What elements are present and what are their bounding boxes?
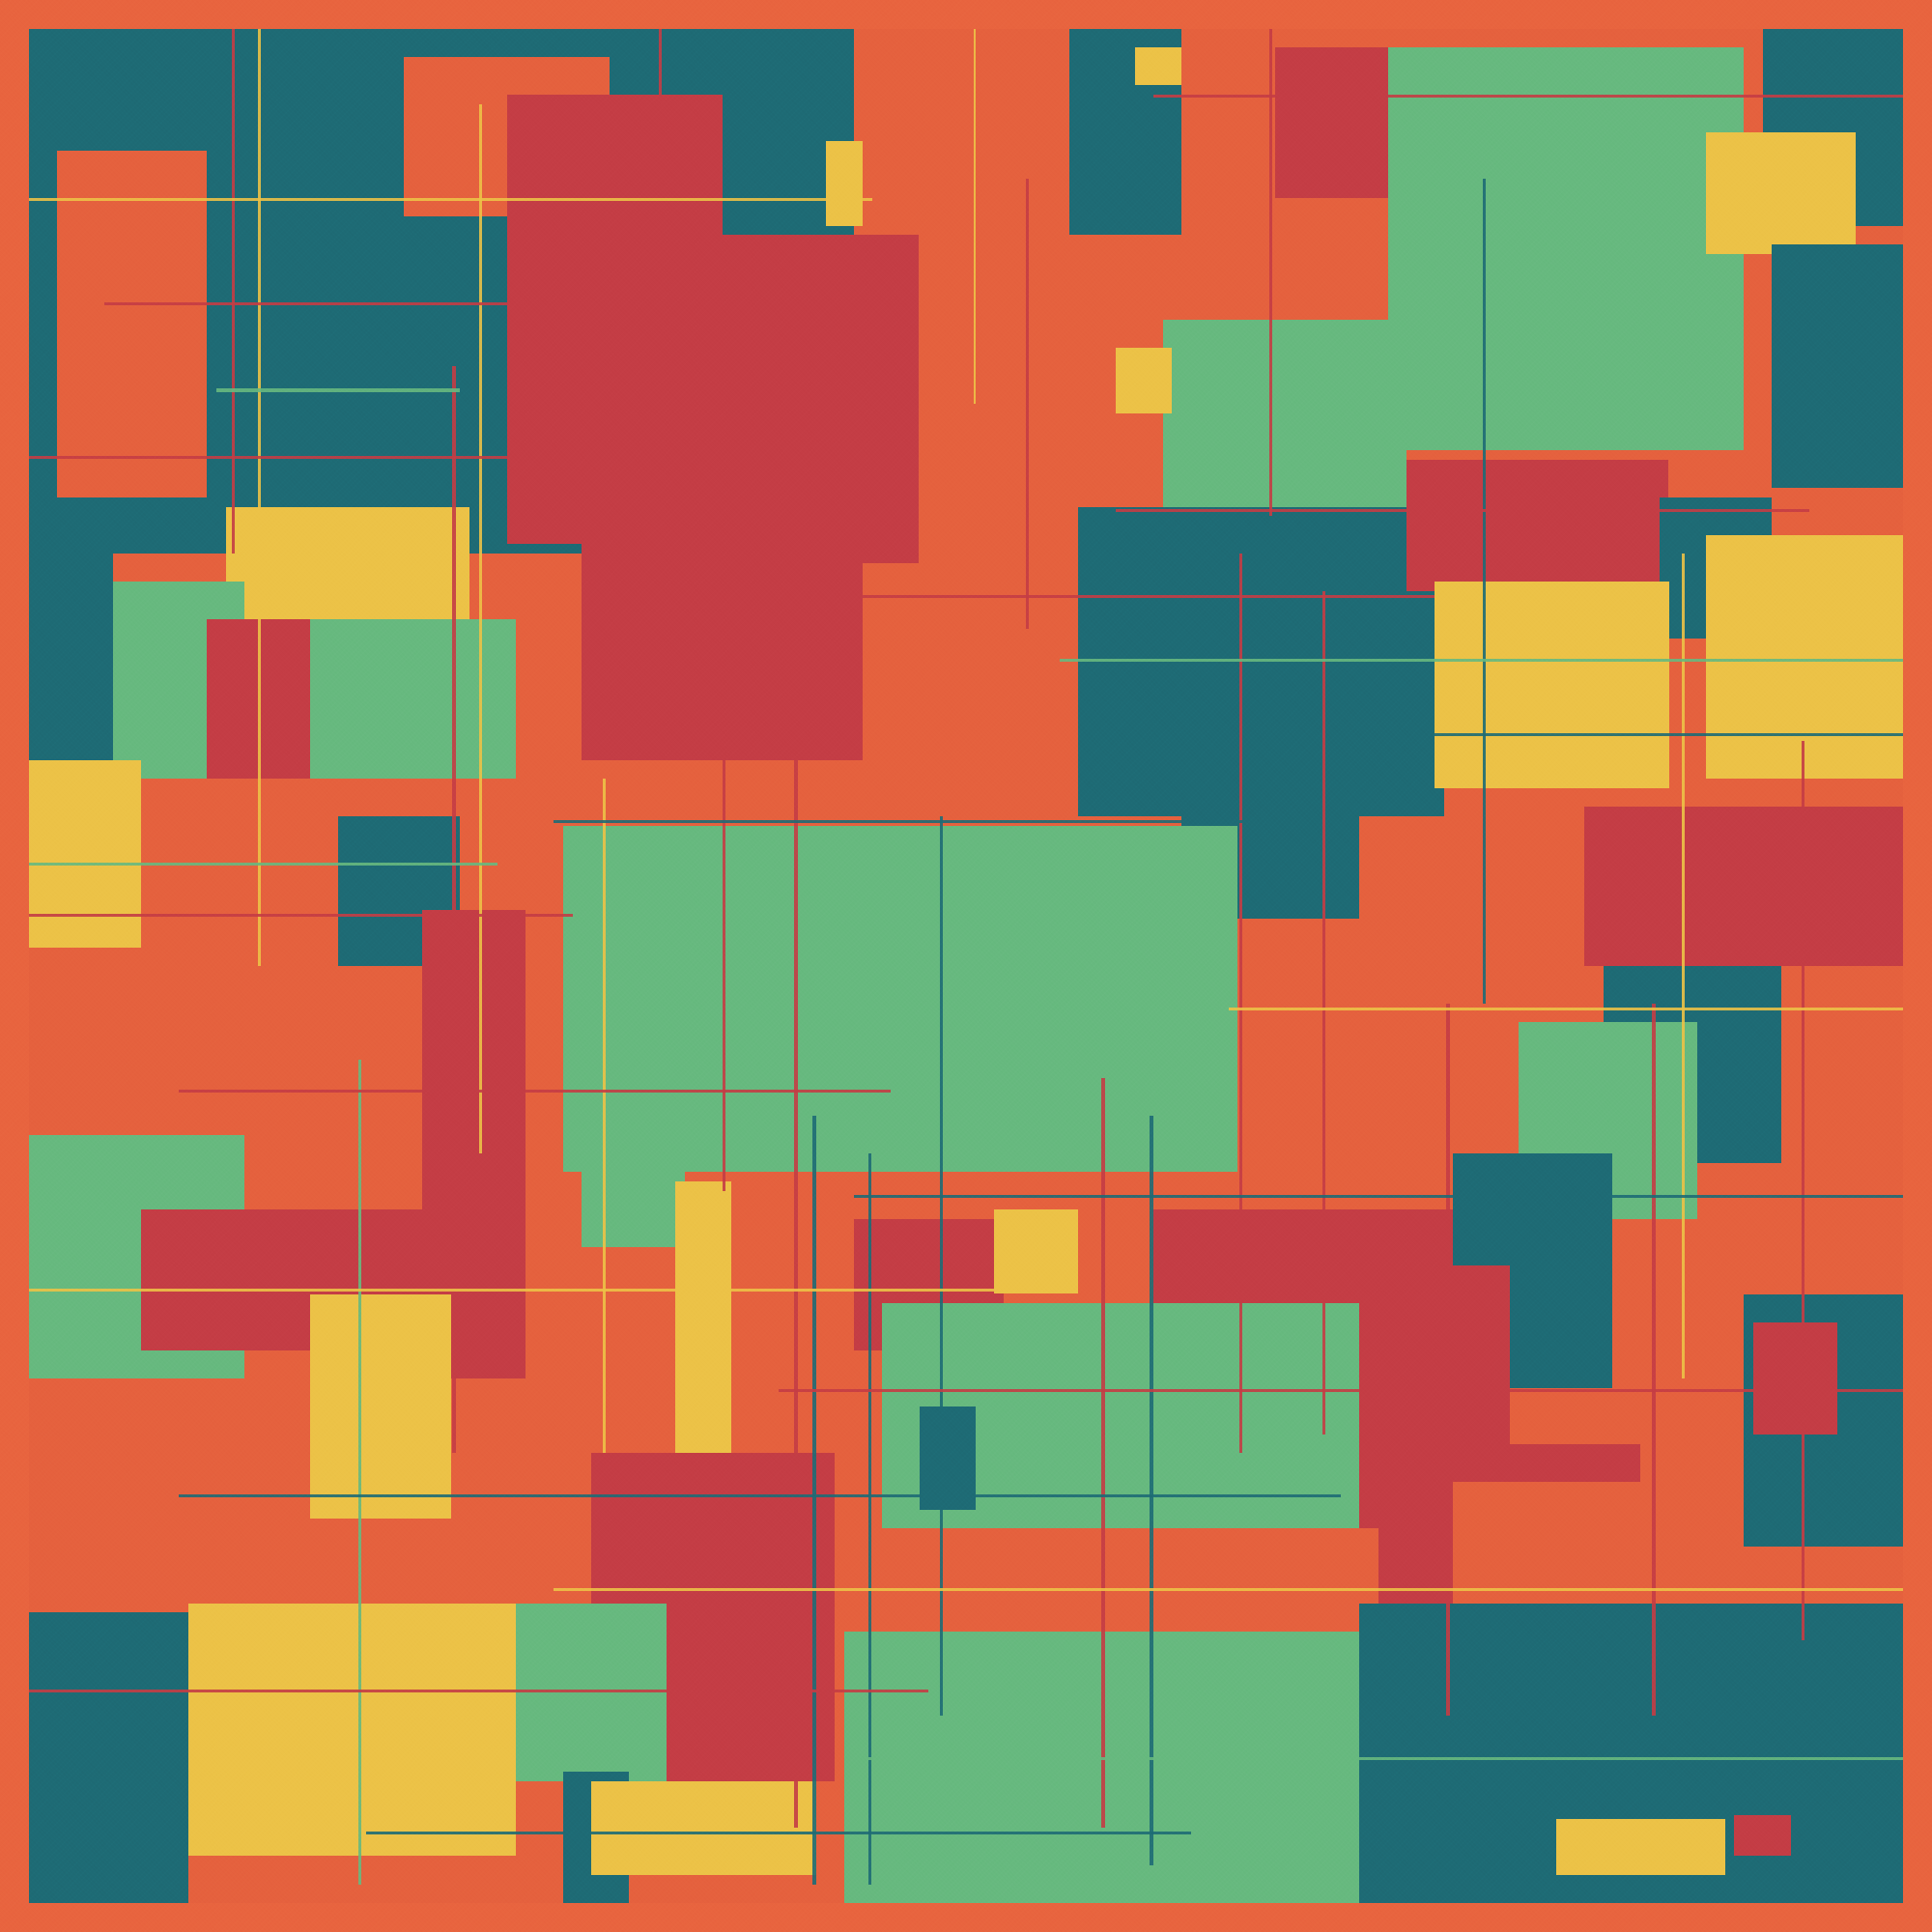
rect-orange [863,562,1079,788]
line-yellow [554,1588,1903,1592]
rect-yellow [187,1603,517,1857]
rect-yellow [994,1209,1079,1294]
line-teal [1483,179,1487,1004]
line-red [1116,508,1809,512]
rect-green [1162,319,1406,507]
rect-orange [57,151,208,497]
rect-yellow [675,1181,732,1472]
line-red [29,456,629,460]
line-yellow [1682,554,1686,1378]
rect-yellow [1706,534,1903,779]
line-red [1239,554,1243,1454]
line-green [358,1060,362,1885]
line-teal [939,815,943,1716]
rect-red [1734,1814,1791,1857]
line-teal [811,1116,816,1885]
line-yellow [478,103,482,1153]
line-green [853,1756,1903,1760]
line-red [1026,179,1030,629]
line-red [103,302,872,306]
line-teal [179,1494,1341,1498]
line-yellow [973,29,976,404]
line-green [216,388,461,393]
line-red [1802,741,1805,1641]
line-teal [554,819,1266,823]
rect-yellow [591,1780,816,1875]
line-teal [853,1194,1903,1198]
line-red [1445,1003,1450,1716]
rect-red [666,1584,836,1781]
line-yellow [29,197,872,201]
line-teal [1341,733,1903,737]
line-yellow [257,29,261,966]
artwork-inner [29,29,1903,1903]
rect-teal [1772,244,1903,489]
line-red [1652,1003,1657,1716]
line-red [452,366,457,1454]
line-yellow [1228,1007,1903,1010]
rect-teal [919,1406,976,1510]
rect-yellow [1435,582,1669,788]
line-red [779,1389,1903,1393]
line-yellow [602,779,606,1454]
line-red [722,516,725,1191]
line-red [29,913,573,917]
rect-green [1387,47,1745,451]
line-red [658,29,662,554]
rect-orange [1453,1481,1745,1604]
line-red [1321,591,1325,1435]
rect-yellow [310,1293,451,1520]
rect-teal [29,1612,188,1903]
rect-orange [29,947,254,1135]
line-red [1269,29,1273,517]
rect-yellow [29,759,142,957]
rect-red [1584,807,1903,966]
rect-yellow [1556,1818,1725,1875]
rect-green [582,1172,685,1247]
line-green [29,863,497,867]
rect-yellow [1706,131,1857,254]
line-red [1153,94,1903,98]
line-red [793,554,798,1829]
line-teal [868,1153,872,1885]
rect-red [1406,460,1669,591]
line-red [29,1689,929,1692]
rect-green [562,825,1238,1173]
rect-yellow [1134,47,1182,86]
rect-yellow [825,141,864,226]
line-teal [1150,1116,1154,1866]
line-red [853,594,1435,598]
rect-orange [843,1528,1378,1632]
line-red [231,29,235,554]
line-yellow [29,1288,1004,1292]
line-red [179,1090,892,1094]
line-green [1060,658,1903,662]
rect-red [582,235,920,760]
line-teal [366,1832,1191,1835]
rect-red [1752,1321,1838,1435]
line-red [1100,1078,1105,1829]
rect-yellow [1116,347,1173,413]
